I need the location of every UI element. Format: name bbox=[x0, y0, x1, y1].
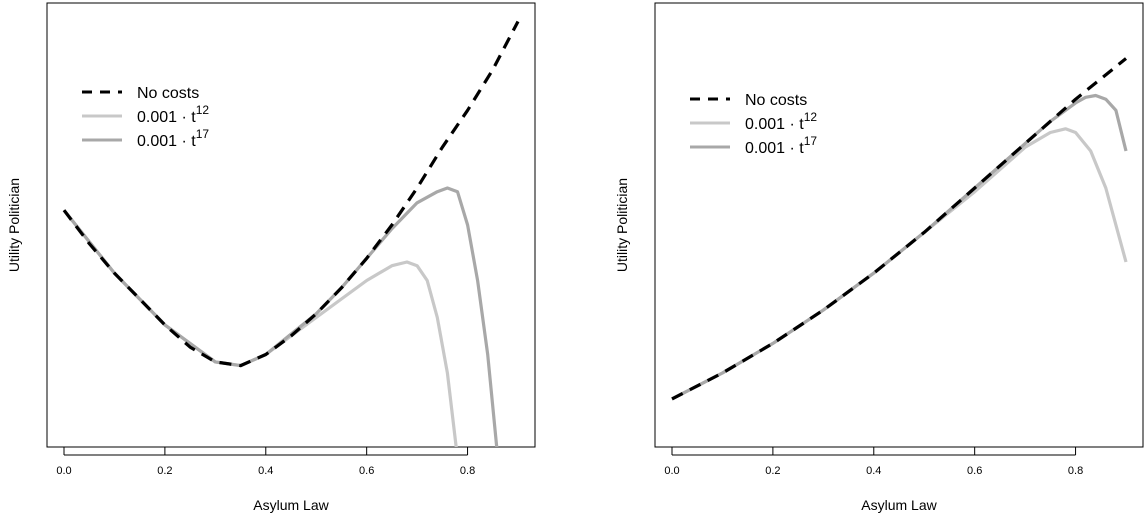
legend-entry-label: 0.001 · t12 bbox=[137, 103, 209, 126]
series-line-2 bbox=[671, 93, 1128, 401]
x-tick-label: 0.8 bbox=[460, 465, 475, 477]
x-tick-label: 0.4 bbox=[258, 465, 273, 477]
x-tick-label: 0.2 bbox=[157, 465, 172, 477]
y-axis-title: Utility Politician bbox=[6, 178, 22, 272]
x-axis-title: Asylum Law bbox=[253, 497, 329, 513]
x-tick-label: 0.0 bbox=[664, 465, 679, 477]
plot-frame bbox=[46, 2, 536, 448]
x-tick-label: 0.6 bbox=[359, 465, 374, 477]
legend-entry-label: 0.001 · t12 bbox=[745, 110, 817, 133]
x-tick-label: 0.4 bbox=[866, 465, 881, 477]
series-line-0 bbox=[62, 20, 520, 368]
legend-entry-label: No costs bbox=[137, 85, 199, 102]
chart-panel-right: 0.0 0.2 0.4 0.6 0.8 Asylum Law Utility Politic… bbox=[614, 2, 1144, 513]
y-axis-title: Utility Politician bbox=[614, 178, 630, 272]
series-line-1 bbox=[671, 127, 1128, 401]
legend-entry-label: 0.001 · t17 bbox=[137, 127, 209, 150]
x-axis-title: Asylum Law bbox=[861, 497, 937, 513]
chart-panel-left: 0.0 0.2 0.4 0.6 0.8 Asylum Law Utility Politic… bbox=[6, 2, 536, 513]
series-line-1 bbox=[62, 209, 458, 447]
x-tick-label: 0.2 bbox=[765, 465, 780, 477]
legend-entry-label: 0.001 · t17 bbox=[745, 134, 817, 157]
legend-entry-label: No costs bbox=[745, 92, 807, 109]
x-tick-label: 0.0 bbox=[56, 465, 71, 477]
series-line-0 bbox=[671, 57, 1128, 401]
series-line-2 bbox=[62, 186, 499, 447]
plot-frame bbox=[654, 2, 1144, 448]
x-tick-label: 0.6 bbox=[967, 465, 982, 477]
x-tick-label: 0.8 bbox=[1068, 465, 1083, 477]
